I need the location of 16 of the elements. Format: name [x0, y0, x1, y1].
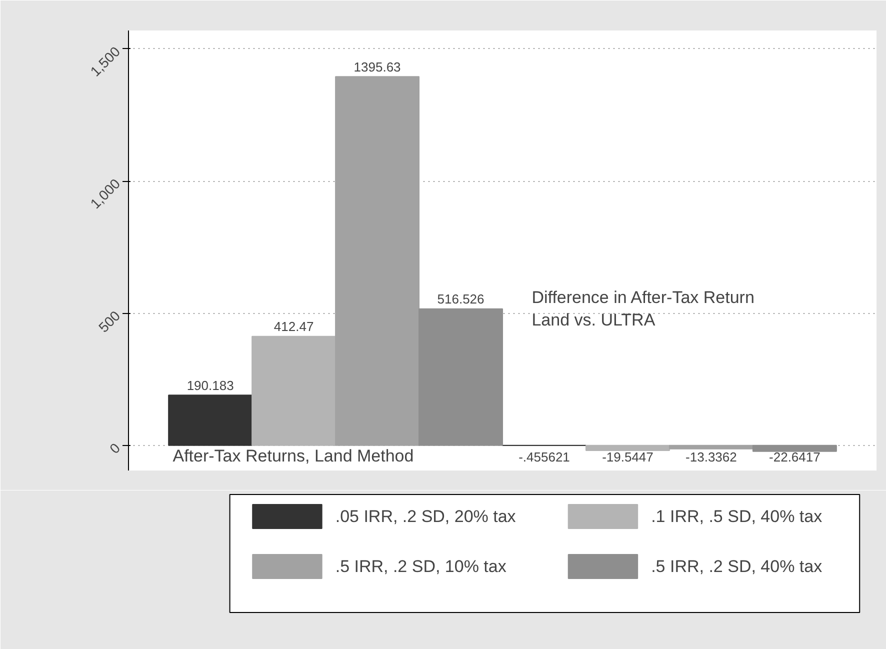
data-label: 412.47 — [274, 319, 314, 334]
data-label: 1395.63 — [354, 59, 401, 74]
data-label: 516.526 — [437, 292, 484, 307]
data-label: -13.3362 — [686, 449, 737, 464]
data-label: -22.6417 — [769, 449, 820, 464]
x-tick-label: Difference in After-Tax Return Land vs. ULTRA — [532, 288, 754, 330]
y-tick-label: 500 — [95, 307, 124, 336]
y-tick-label: 0 — [106, 440, 124, 457]
x-tick-label: After-Tax Returns, Land Method — [172, 446, 414, 466]
legend-label: .5 IRR, .2 SD, 10% tax — [335, 557, 507, 576]
data-label: 190.183 — [186, 378, 234, 393]
data-label: -.455621 — [518, 449, 570, 464]
legend-label: .5 IRR, .2 SD, 40% tax — [651, 557, 823, 576]
data-label: -19.5447 — [602, 449, 654, 464]
legend-label: .05 IRR, .2 SD, 20% tax — [335, 507, 516, 526]
legend-label: .1 IRR, .5 SD, 40% tax — [651, 507, 823, 526]
